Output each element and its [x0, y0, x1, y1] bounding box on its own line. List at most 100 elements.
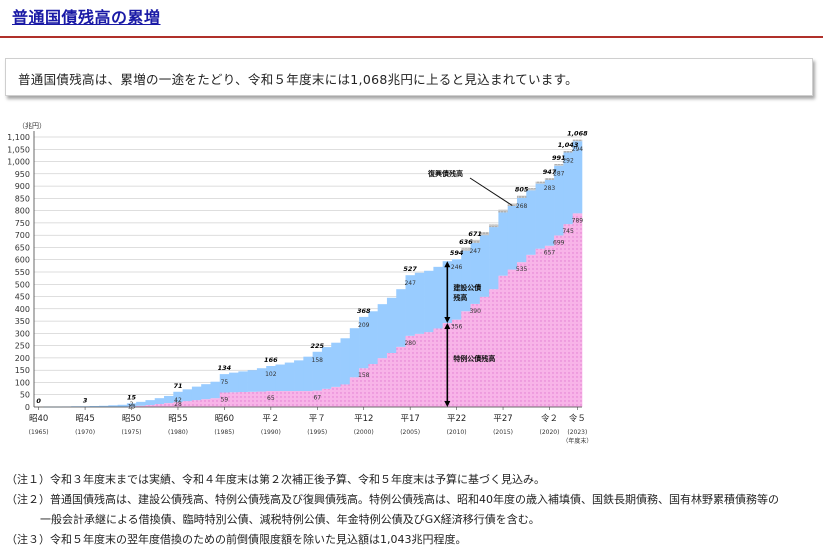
deficit-bond-bar [340, 384, 351, 407]
y-tick-label: 100 [15, 378, 30, 387]
construction-bond-bar [126, 403, 137, 407]
note-line: （注１）令和３年度末までは実績、令和４年度末は第２次補正後予算、令和５年度末は予… [6, 473, 545, 486]
deficit-bond-bar [535, 248, 546, 407]
deficit-bond-bar [294, 391, 304, 407]
x-tick-label: 平27 [493, 414, 512, 424]
deficit-bond-bar [526, 254, 536, 407]
y-tick-label: 50 [20, 391, 30, 400]
reconstruction-bond-bar [507, 203, 518, 206]
construction-bond-bar [89, 406, 100, 407]
deficit-bond-bar [191, 400, 202, 407]
total-value-label: 71 [173, 382, 182, 390]
y-tick-label: 1,050 [7, 145, 30, 154]
deficit-bond-bar [563, 224, 574, 407]
x-tick-year: (2015) [493, 429, 513, 436]
construction-bond-bar [275, 364, 286, 392]
deficit-bond-bar [433, 328, 443, 407]
construction-bond-bar [331, 342, 341, 387]
x-tick-year: (1970) [75, 429, 95, 436]
reconstruction-bond-bar [572, 139, 583, 142]
x-tick-label: 令２ [541, 413, 558, 424]
construction-value-label: 268 [516, 203, 528, 210]
construction-bond-bar [377, 304, 388, 359]
construction-bond-bar [489, 227, 499, 290]
total-value-label: 166 [264, 356, 278, 364]
y-tick-label: 550 [15, 268, 30, 277]
construction-bond-bar [516, 197, 527, 263]
deficit-bond-bar [331, 386, 341, 407]
construction-value-label: 158 [312, 357, 324, 364]
construction-bond-bar [498, 212, 508, 276]
construction-bond-bar [386, 297, 397, 353]
deficit-value-label: 699 [553, 239, 565, 246]
deficit-bond-bar [386, 353, 397, 407]
reconstruction-bond-bar [554, 164, 564, 166]
deficit-value-label: 2 [130, 401, 134, 408]
reconstruction-bond-bar [479, 232, 490, 236]
x-tick-label: 平17 [401, 414, 420, 424]
construction-bond-bar [154, 398, 165, 405]
construction-bond-bar [229, 372, 239, 393]
construction-value-label: 102 [265, 371, 277, 378]
y-tick-label: 600 [15, 256, 30, 265]
x-tick-year: (1975) [122, 429, 142, 436]
construction-value-label: 292 [562, 157, 574, 164]
total-value-label: 947 [543, 168, 557, 176]
construction-bond-bar [563, 152, 574, 225]
construction-annotation-line2: 残高 [453, 293, 467, 302]
y-tick-label: 900 [15, 182, 30, 191]
deficit-bond-bar [266, 391, 276, 407]
construction-bond-bar [424, 270, 434, 333]
x-tick-year: (1990) [261, 429, 281, 436]
x-tick-year: (2010) [447, 429, 467, 436]
page-title[interactable]: 普通国債残高の累増 [12, 8, 161, 27]
x-tick-label: 平７ [309, 414, 326, 424]
construction-bond-bar [479, 235, 490, 297]
deficit-bond-bar [256, 391, 267, 407]
y-tick-label: 200 [15, 354, 30, 363]
construction-value-label: 287 [553, 171, 565, 178]
y-tick-label: 700 [15, 231, 30, 240]
deficit-bond-bar [516, 262, 527, 407]
construction-bond-bar [182, 389, 193, 402]
y-tick-label: 500 [15, 280, 30, 289]
total-value-label: 15 [127, 393, 137, 401]
construction-bond-bar [303, 356, 313, 392]
x-tick-label: 令５ [569, 413, 586, 424]
construction-bond-bar [535, 183, 546, 249]
x-tick-label: 昭60 [215, 414, 234, 424]
deficit-bond-bar [470, 303, 481, 407]
deficit-bond-bar [145, 405, 156, 407]
construction-bond-bar [247, 370, 258, 392]
construction-bond-bar [321, 347, 332, 389]
fy-unit-label: （年度末） [562, 437, 592, 445]
deficit-bond-bar [498, 275, 508, 407]
reconstruction-pointer [469, 177, 513, 206]
deficit-annotation: 特例公債残高 [453, 354, 495, 363]
x-tick-label: 平２ [262, 414, 279, 424]
construction-bond-bar [164, 395, 174, 404]
construction-bond-bar [554, 165, 564, 236]
construction-bond-bar [359, 316, 369, 369]
construction-value-label: 246 [451, 264, 463, 271]
y-tick-label: 0 [25, 403, 30, 412]
chart-axes: 0501001502002503003504004505005506006507… [7, 121, 592, 445]
total-value-label: 991 [552, 154, 566, 162]
deficit-bond-bar [312, 390, 323, 407]
reconstruction-bond-bar [461, 248, 471, 251]
construction-bond-bar [433, 266, 443, 329]
deficit-bond-bar [451, 319, 462, 407]
deficit-bond-bar [489, 289, 499, 407]
note-line: 一般会計承継による借換債、臨時特別公債、減税特例公債、年金特例公債及びGX経済移… [40, 513, 540, 526]
x-tick-year: (1980) [168, 429, 188, 436]
construction-bond-bar [210, 381, 221, 399]
deficit-value-label: 158 [358, 372, 370, 379]
construction-value-label: 247 [404, 280, 416, 287]
construction-bond-bar [451, 259, 462, 320]
y-tick-label: 650 [15, 243, 30, 252]
y-unit-label: （兆円） [18, 121, 46, 130]
construction-bond-bar [507, 205, 518, 270]
deficit-bond-bar [284, 391, 295, 407]
